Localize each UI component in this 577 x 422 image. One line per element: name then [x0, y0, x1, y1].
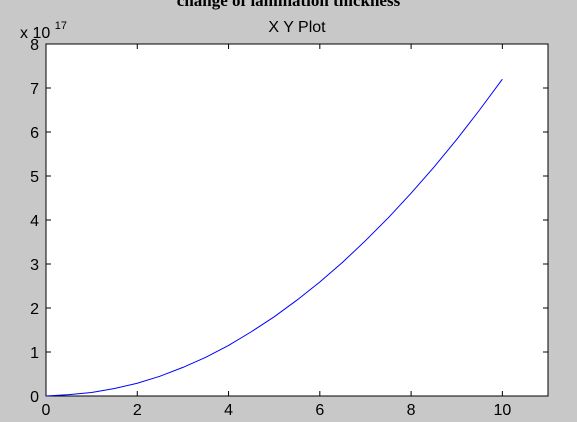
y-tick-label: 7 — [30, 81, 39, 98]
plot-area — [45, 43, 549, 397]
x-tick-label: 2 — [133, 402, 142, 419]
y-tick-label: 4 — [30, 213, 39, 230]
series-line — [45, 78, 503, 397]
x-tick-label: 4 — [224, 402, 233, 419]
y-axis-multiplier-exponent: 17 — [55, 20, 67, 32]
y-axis-multiplier: x 10 17 — [20, 20, 67, 42]
y-tick-label: 6 — [30, 125, 39, 142]
x-tick-label: 6 — [315, 402, 324, 419]
x-tick-labels: 0 2 4 6 8 10 — [42, 402, 512, 419]
y-tick-label: 1 — [30, 345, 39, 362]
y-tick-label: 2 — [30, 301, 39, 318]
y-tick-labels: 0 1 2 3 4 5 6 7 8 — [30, 37, 39, 406]
x-tick-label: 8 — [407, 402, 416, 419]
chart-title: X Y Plot — [268, 19, 326, 36]
figure-caption: change of lamination thickness — [176, 0, 401, 10]
x-tick-label: 0 — [42, 402, 51, 419]
y-tick-label: 8 — [30, 37, 39, 54]
y-tick-label: 5 — [30, 169, 39, 186]
x-tick-label: 10 — [493, 402, 511, 419]
y-tick-label: 0 — [30, 389, 39, 406]
y-tick-label: 3 — [30, 257, 39, 274]
y-axis-multiplier-base: x 10 — [20, 25, 50, 42]
